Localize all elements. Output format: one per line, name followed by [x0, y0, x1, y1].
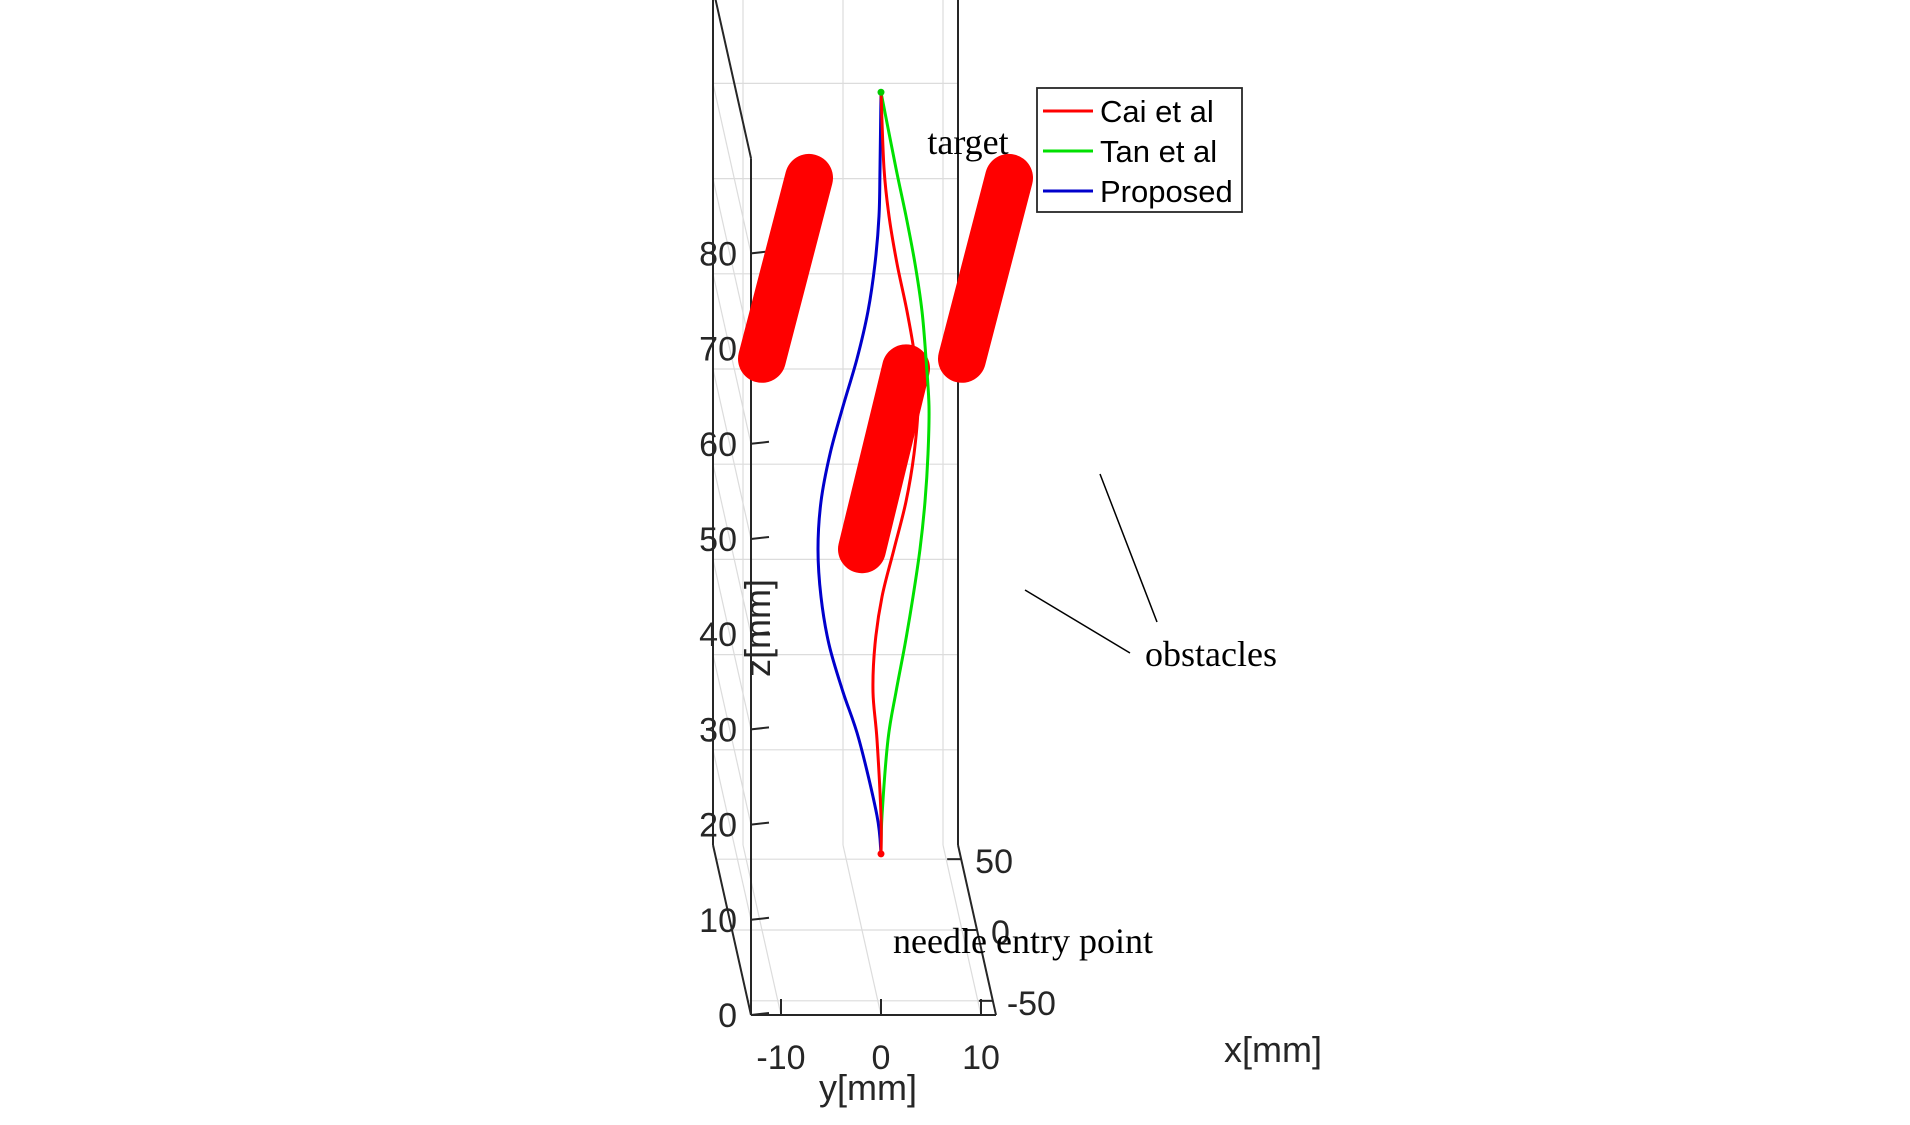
legend-label-proposed: Proposed — [1100, 174, 1233, 209]
z-tick-label-4: 40 — [699, 616, 737, 654]
z-tick-label-0: 0 — [718, 997, 737, 1035]
z-tick-mark-3 — [750, 726, 770, 731]
side-wall-grid-70 — [712, 178, 752, 349]
target-annotation: target — [927, 122, 1008, 162]
obstacles-leader-line-2 — [1099, 473, 1158, 623]
legend-label-cai: Cai et al — [1100, 94, 1214, 129]
entry-annotation: needle entry point — [893, 921, 1153, 961]
z-tick-label-3: 30 — [699, 711, 737, 749]
side-wall-grid-30 — [712, 559, 752, 730]
x-axis-title: x[mm] — [1224, 1029, 1322, 1070]
x-tick-label-0: -50 — [1007, 985, 1056, 1023]
z-tick-label-7: 70 — [699, 331, 737, 369]
side-wall-grid-20 — [712, 654, 752, 825]
z-tick-label-6: 60 — [699, 426, 737, 464]
obstacle-2 — [838, 344, 930, 574]
z-tick-mark-5 — [750, 536, 770, 540]
z-tick-mark-0 — [750, 1012, 770, 1016]
legend: Cai et al Tan et al Proposed — [1036, 87, 1243, 213]
x-tick-label-1: 0 — [991, 914, 1010, 952]
side-wall-grid-60 — [712, 273, 752, 444]
z-tick-label-2: 20 — [699, 807, 737, 845]
y-axis-title: y[mm] — [819, 1067, 917, 1108]
markers — [877, 88, 885, 858]
side-wall-grid-40 — [712, 464, 752, 635]
z-tick-label-8: 80 — [699, 235, 737, 273]
obstacles-leader-line-1 — [1024, 589, 1131, 654]
z-axis-title: z[mm] — [737, 579, 778, 677]
series-line-cai-et-al — [871, 92, 920, 854]
axes-box — [712, 0, 997, 1016]
target-marker — [877, 88, 885, 96]
obstacles-group — [738, 153, 1033, 574]
legend-label-tan: Tan et al — [1100, 134, 1217, 169]
y-tick-label-0: -10 — [756, 1039, 805, 1077]
side-wall-grid-50 — [712, 368, 752, 540]
z-tick-label-1: 10 — [699, 902, 737, 940]
z-tick-mark-6 — [750, 440, 770, 445]
y-tick-label-2: 10 — [962, 1039, 1000, 1077]
z-tick-mark-4 — [750, 631, 770, 636]
z-tick-mark-1 — [750, 916, 770, 921]
obstacle-1 — [938, 153, 1033, 383]
box-edge-7 — [712, 844, 752, 1016]
series-line-proposed — [816, 92, 883, 854]
y-tick-label-1: 0 — [872, 1039, 891, 1077]
side-wall-grid-10 — [712, 749, 752, 920]
side-wall-grid-80 — [712, 83, 752, 254]
z-tick-label-5: 50 — [699, 521, 737, 559]
x-tick-label-2: 50 — [975, 843, 1013, 881]
obstacle-0 — [738, 153, 833, 383]
series-group — [816, 91, 931, 854]
entry-point-marker — [877, 850, 885, 858]
box-edge-5 — [714, 0, 752, 159]
obstacles-annotation: obstacles — [1145, 634, 1277, 674]
series-line-tan-et-al — [879, 91, 931, 854]
z-tick-mark-2 — [750, 821, 770, 826]
